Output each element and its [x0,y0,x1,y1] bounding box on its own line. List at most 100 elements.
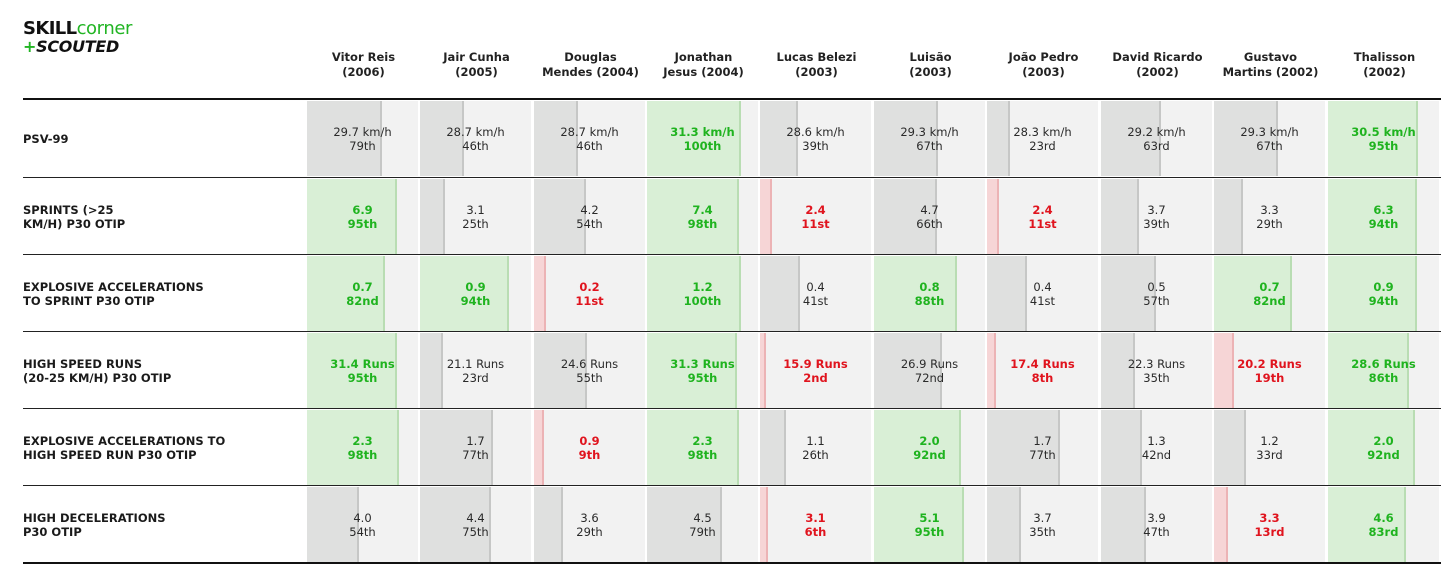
percentile-rank: 92nd [913,447,946,462]
percentile-rank: 35th [1029,524,1056,539]
metric-value: 28.7 km/h [446,124,505,139]
percentile-bar [647,179,739,254]
percentile-rank: 100th [683,293,722,308]
percentile-rank: 46th [576,138,603,153]
player-name: David Ricardo [1112,50,1203,64]
percentile-bar [534,333,587,408]
metric-value: 3.7 [1147,202,1166,217]
metric-value: 0.2 [579,279,600,294]
metric-cell: 22.3 Runs 35th [1101,333,1212,408]
percentile-rank: 72nd [914,370,945,385]
player-birth-year: (2003) [1022,65,1065,79]
metric-cell: 3.3 29th [1214,179,1325,254]
metric-value: 0.4 [806,279,825,294]
percentile-bar [1214,487,1228,562]
percentile-bar [987,101,1010,176]
percentile-bar [534,256,546,331]
metric-value: 3.1 [805,510,826,525]
percentile-rank: 94th [1368,216,1399,231]
metric-cell: 31.3 km/h 100th [647,101,758,176]
metric-cell: 3.3 13rd [1214,487,1325,562]
player-column-header: Thalisson (2002) [1328,50,1441,80]
metric-label: PSV-99 [23,131,69,146]
metric-cell: 28.7 km/h 46th [420,101,531,176]
percentile-rank: 57th [1143,293,1170,308]
metric-cell: 21.1 Runs 23rd [420,333,531,408]
percentile-rank: 39th [802,138,829,153]
percentile-bar [1328,333,1409,408]
percentile-rank: 9th [578,447,601,462]
metric-label: SPRINTS (>25 KM/H) P30 OTIP [23,202,126,231]
metric-cell: 0.2 11st [534,256,645,331]
percentile-bar [874,410,961,485]
percentile-bar [760,256,800,331]
metric-cell: 28.6 km/h 39th [760,101,871,176]
metric-value: 26.9 Runs [900,356,959,371]
metric-value: 3.3 [1259,510,1280,525]
percentile-rank: 75th [462,524,489,539]
metric-cell: 4.4 75th [420,487,531,562]
player-column-header: Lucas Belezi (2003) [760,50,873,80]
metric-value: 22.3 Runs [1127,356,1186,371]
logo-line-1: SKILLcorner [23,20,132,38]
row-divider [23,254,1441,255]
metric-value: 2.4 [1032,202,1053,217]
player-column-header: Luisão (2003) [874,50,987,80]
metric-cell: 2.3 98th [307,410,418,485]
percentile-bar [760,410,786,485]
metric-cell: 28.6 Runs 86th [1328,333,1439,408]
percentile-rank: 35th [1143,370,1170,385]
metric-cell: 3.6 29th [534,487,645,562]
metric-value: 4.4 [466,510,485,525]
percentile-bar [760,179,772,254]
percentile-rank: 11st [1028,216,1057,231]
player-column-header: Jair Cunha (2005) [420,50,533,80]
percentile-bar [987,333,996,408]
row-divider [23,177,1441,178]
metric-cell: 31.3 Runs 95th [647,333,758,408]
percentile-bar [1328,410,1415,485]
metric-value: 6.9 [352,202,373,217]
percentile-bar [1328,256,1417,331]
metric-value: 29.7 km/h [333,124,392,139]
percentile-rank: 66th [916,216,943,231]
percentile-rank: 19th [1254,370,1285,385]
player-name: Vitor Reis [331,50,396,64]
metric-value: 4.2 [580,202,599,217]
percentile-bar [760,333,766,408]
metric-cell: 1.1 26th [760,410,871,485]
percentile-rank: 98th [687,216,718,231]
percentile-bar [1214,410,1246,485]
percentile-rank: 54th [349,524,376,539]
metric-cell: 0.9 94th [1328,256,1439,331]
metric-value: 3.6 [580,510,599,525]
percentile-rank: 82nd [346,293,379,308]
player-column-header: João Pedro (2003) [987,50,1100,80]
percentile-bar [420,179,445,254]
percentile-bar [534,487,563,562]
metric-cell: 2.3 98th [647,410,758,485]
player-name: Jonathan [674,50,733,64]
metric-cell: 29.3 km/h 67th [1214,101,1325,176]
metric-value: 0.8 [919,279,940,294]
metric-value: 4.0 [353,510,372,525]
percentile-rank: 86th [1368,370,1399,385]
percentile-rank: 13rd [1254,524,1285,539]
metric-value: 29.2 km/h [1127,124,1186,139]
metric-cell: 29.2 km/h 63rd [1101,101,1212,176]
percentile-rank: 26th [802,447,829,462]
metric-value: 1.2 [1260,433,1279,448]
metric-cell: 17.4 Runs 8th [987,333,1098,408]
metric-cell: 1.2 100th [647,256,758,331]
percentile-rank: 6th [804,524,827,539]
metric-cell: 7.4 98th [647,179,758,254]
metric-value: 7.4 [692,202,713,217]
percentile-rank: 11st [801,216,830,231]
percentile-rank: 67th [916,138,943,153]
percentile-bar [307,410,399,485]
percentile-bar [1328,487,1406,562]
metric-cell: 3.7 35th [987,487,1098,562]
player-birth-year: (2002) [1363,65,1406,79]
metric-value: 2.3 [692,433,713,448]
metric-label: EXPLOSIVE ACCELERATIONS TO SPRINT P30 OT… [23,279,204,308]
